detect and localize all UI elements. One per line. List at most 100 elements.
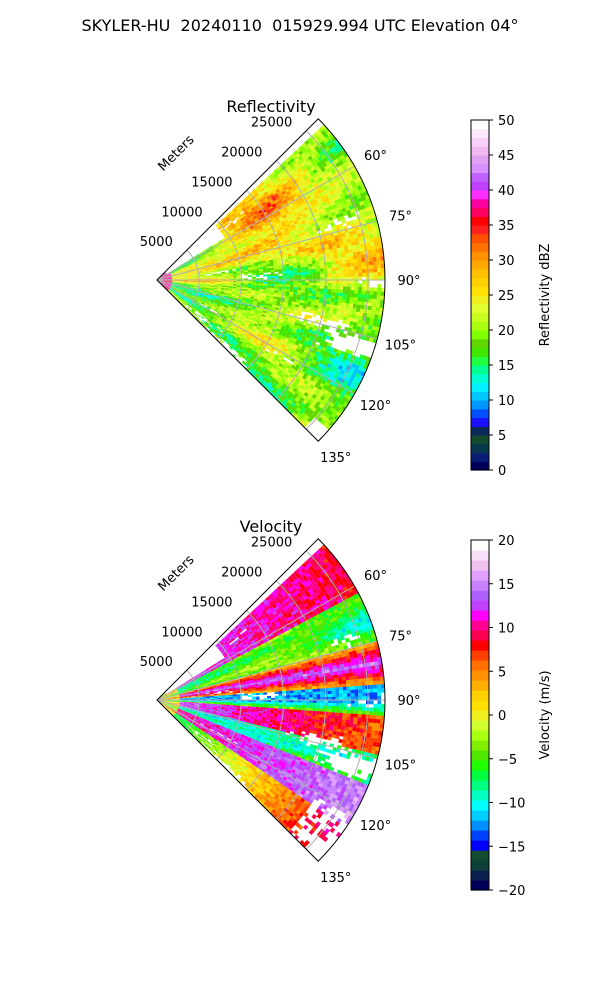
azimuth-line bbox=[156, 699, 378, 760]
colorbar-swatch bbox=[471, 190, 489, 200]
colorbar-swatch bbox=[471, 850, 489, 861]
azimuth-line bbox=[156, 699, 355, 815]
colorbar-tick-label: 10 bbox=[498, 394, 515, 409]
figure-title: SKYLER-HU 20240110 015929.994 UTC Elevat… bbox=[81, 16, 519, 35]
colorbar-swatch bbox=[471, 321, 489, 331]
range-tick-label: 5000 bbox=[140, 235, 173, 250]
radar-gates bbox=[157, 544, 385, 849]
colorbar-swatch bbox=[471, 670, 489, 681]
colorbar-swatch bbox=[471, 330, 489, 340]
azimuth-tick-label: 90° bbox=[397, 274, 420, 289]
colorbar-tick-label: 5 bbox=[498, 429, 506, 444]
colorbar-tick-label: 10 bbox=[498, 622, 515, 637]
colorbar-swatch bbox=[471, 295, 489, 305]
colorbar-swatch bbox=[471, 303, 489, 314]
radar-panel-reflectivity: Reflectivity 5000 10000 15000 20000 25000 Mete… bbox=[140, 97, 553, 479]
colorbar-swatch bbox=[471, 373, 489, 384]
colorbar-swatch bbox=[471, 590, 489, 601]
colorbar-tick-label: 0 bbox=[498, 464, 506, 479]
range-tick-label: 20000 bbox=[221, 566, 262, 581]
colorbar-tick-label: 15 bbox=[498, 359, 515, 374]
colorbar-swatch bbox=[471, 620, 489, 631]
colorbar-swatch bbox=[471, 120, 489, 130]
colorbar-tick-label: 40 bbox=[498, 184, 515, 199]
radar-gates bbox=[157, 124, 385, 431]
range-tick-label: 25000 bbox=[251, 116, 292, 131]
colorbar-swatch bbox=[471, 242, 489, 252]
azimuth-tick-label: 120° bbox=[360, 399, 391, 414]
azimuth-line bbox=[156, 279, 355, 395]
colorbar-swatch bbox=[471, 760, 489, 771]
colorbar-swatch bbox=[471, 560, 489, 571]
colorbar-swatch bbox=[471, 770, 489, 781]
range-axis-label: Meters bbox=[156, 552, 198, 594]
colorbar-swatch bbox=[471, 338, 489, 349]
colorbar-tick-label: −15 bbox=[498, 840, 525, 855]
colorbar-swatch bbox=[471, 347, 489, 357]
colorbar-label: Velocity (m/s) bbox=[538, 670, 553, 759]
colorbar-tick-label: −10 bbox=[498, 797, 525, 812]
colorbar-swatch bbox=[471, 840, 489, 851]
azimuth-tick-label: 75° bbox=[389, 209, 412, 224]
colorbar-swatch bbox=[471, 750, 489, 761]
colorbar-swatch bbox=[471, 207, 489, 217]
colorbar-swatch bbox=[471, 710, 489, 721]
colorbar-swatch bbox=[471, 146, 489, 156]
range-tick-label: 10000 bbox=[161, 205, 202, 220]
colorbar-swatch bbox=[471, 650, 489, 661]
azimuth-tick-label: 90° bbox=[397, 694, 420, 709]
colorbar-swatch bbox=[471, 580, 489, 591]
colorbar-swatch bbox=[471, 286, 489, 296]
colorbar-swatch bbox=[471, 860, 489, 871]
azimuth-tick-label: 135° bbox=[320, 451, 351, 466]
colorbar-swatch bbox=[471, 198, 489, 209]
colorbar-swatch bbox=[471, 225, 489, 235]
colorbar-swatch bbox=[471, 780, 489, 791]
colorbar-swatch bbox=[471, 540, 489, 551]
colorbar-swatch bbox=[471, 435, 489, 445]
azimuth-line bbox=[156, 165, 355, 281]
colorbar-swatch bbox=[471, 216, 489, 226]
colorbar-tick-label: 25 bbox=[498, 289, 515, 304]
colorbar-tick-label: 35 bbox=[498, 219, 515, 234]
colorbar-tick-label: 15 bbox=[498, 578, 515, 593]
colorbar-swatch bbox=[471, 365, 489, 375]
colorbar-swatch bbox=[471, 640, 489, 651]
colorbar-swatch bbox=[471, 720, 489, 731]
colorbar-swatch bbox=[471, 251, 489, 261]
colorbar-swatch bbox=[471, 181, 489, 191]
colorbar-swatch bbox=[471, 260, 489, 270]
colorbar-swatch bbox=[471, 690, 489, 701]
colorbar-swatch bbox=[471, 870, 489, 881]
azimuth-tick-label: 135° bbox=[320, 871, 351, 886]
azimuth-line bbox=[156, 585, 355, 701]
panel-title: Velocity bbox=[240, 517, 303, 536]
colorbar-swatch bbox=[471, 400, 489, 410]
colorbar-swatch bbox=[471, 800, 489, 811]
colorbar-swatch bbox=[471, 163, 489, 174]
range-tick-label: 20000 bbox=[221, 146, 262, 161]
colorbar-swatch bbox=[471, 680, 489, 691]
colorbar-swatch bbox=[471, 382, 489, 392]
colorbar-swatch bbox=[471, 820, 489, 831]
colorbar-swatch bbox=[471, 391, 489, 401]
colorbar-swatch bbox=[471, 880, 489, 891]
colorbar-swatch bbox=[471, 461, 489, 471]
colorbar-swatch bbox=[471, 550, 489, 561]
colorbar-swatch bbox=[471, 730, 489, 741]
colorbar-swatch bbox=[471, 452, 489, 462]
colorbar-swatch bbox=[471, 443, 489, 454]
colorbar-swatch bbox=[471, 610, 489, 621]
range-tick-label: 15000 bbox=[191, 175, 232, 190]
colorbar: 0 5 10 15 20 25 30 35 40 45 50 Reflectivity dBZ bbox=[470, 114, 553, 479]
colorbar-label: Reflectivity dBZ bbox=[538, 244, 553, 347]
colorbar-swatch bbox=[471, 830, 489, 841]
colorbar: −20 −15 −10 −5 0 5 10 15 20 Velocity (m/s) bbox=[470, 534, 553, 899]
colorbar-tick-label: −5 bbox=[498, 753, 517, 768]
azimuth-line bbox=[156, 279, 378, 340]
colorbar-swatch bbox=[471, 312, 489, 322]
colorbar-tick-label: 50 bbox=[498, 114, 515, 129]
range-tick-label: 10000 bbox=[161, 625, 202, 640]
range-tick-label: 5000 bbox=[140, 655, 173, 670]
